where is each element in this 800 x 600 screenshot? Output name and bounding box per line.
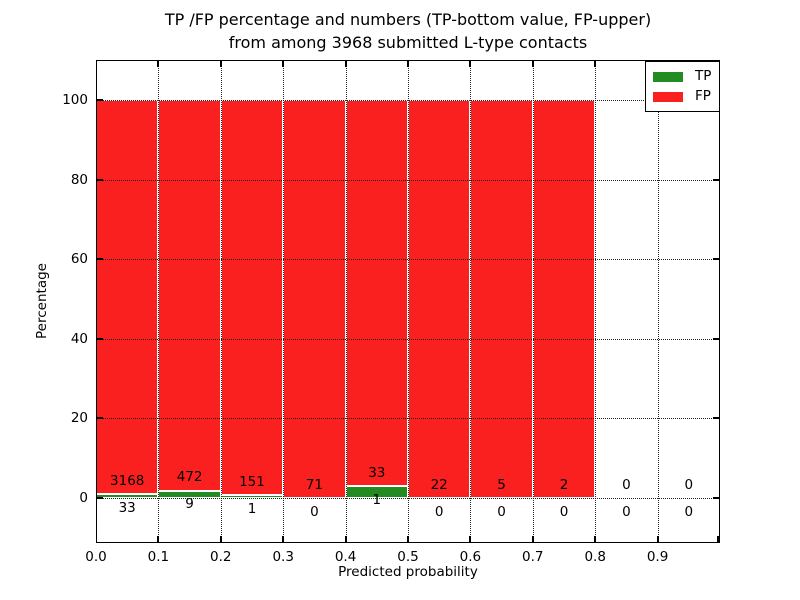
- fp-count-label: 2: [559, 476, 569, 493]
- y-tick-mark: [97, 258, 103, 261]
- y-tick-mark: [97, 337, 103, 340]
- x-tick-mark: [157, 61, 160, 67]
- fp-bar: [345, 100, 408, 487]
- tp-count-label: 0: [310, 503, 319, 520]
- v-gridline: [532, 60, 534, 543]
- x-tick-label: 0.8: [584, 549, 606, 565]
- tp-count-label: 0: [559, 503, 569, 520]
- fp-count-label: 3168: [110, 472, 145, 489]
- tp-count-label: 1: [372, 492, 382, 509]
- fp-bar: [283, 100, 346, 498]
- x-tick-label: 0.4: [334, 549, 357, 565]
- x-tick-mark: [344, 61, 347, 67]
- x-tick-mark: [531, 536, 534, 542]
- chart-title-line2: from among 3968 submitted L-type contact…: [228, 33, 588, 52]
- fp-count-label: 5: [497, 476, 506, 493]
- v-gridline: [220, 60, 222, 543]
- x-tick-label: 0.5: [397, 549, 419, 565]
- y-tick-label: 0: [79, 490, 88, 506]
- y-axis-label: Percentage: [34, 263, 50, 339]
- x-tick-label: 0.2: [210, 549, 232, 565]
- x-tick-mark: [96, 536, 97, 542]
- legend: TP FP: [645, 61, 720, 112]
- chart-title: TP /FP percentage and numbers (TP-bottom…: [16, 8, 800, 54]
- v-gridline: [158, 60, 160, 543]
- fp-legend-label: FP: [695, 88, 711, 104]
- fp-count-label: 472: [176, 469, 203, 486]
- y-tick-mark: [97, 497, 103, 499]
- v-gridline: [408, 60, 409, 543]
- fp-count-label: 33: [368, 465, 386, 482]
- y-tick-mark: [97, 417, 103, 420]
- x-tick-mark: [282, 61, 285, 67]
- x-tick-mark: [344, 536, 347, 542]
- x-tick-label: 0.9: [646, 549, 669, 565]
- tp-legend-label: TP: [695, 68, 712, 84]
- x-tick-mark: [656, 536, 659, 542]
- x-axis-label: Predicted probability: [338, 564, 478, 580]
- x-tick-mark: [469, 61, 472, 67]
- v-gridline: [283, 60, 285, 543]
- legend-entry-fp: FP: [653, 89, 712, 104]
- y-tick-label: 100: [62, 92, 88, 108]
- fp-bar: [408, 100, 471, 498]
- v-gridline: [595, 60, 597, 543]
- x-tick-mark: [407, 536, 409, 542]
- tp-count-label: 1: [247, 501, 257, 518]
- x-tick-mark: [407, 61, 409, 67]
- tp-count-label: 0: [622, 503, 631, 520]
- fp-bar: [96, 100, 159, 494]
- x-tick-label: 0.1: [147, 549, 170, 565]
- y-tick-mark: [713, 258, 719, 261]
- tp-count-label: 33: [118, 499, 136, 516]
- tp-count-label: 9: [185, 496, 194, 513]
- x-tick-label: 0.6: [459, 549, 482, 565]
- tp-count-label: 0: [497, 503, 506, 520]
- fp-legend-swatch: [653, 91, 683, 102]
- fp-count-label: 22: [430, 476, 448, 493]
- y-tick-label: 60: [70, 251, 88, 268]
- x-tick-mark: [717, 536, 719, 542]
- x-tick-mark: [282, 536, 285, 542]
- y-tick-mark: [97, 99, 103, 101]
- fp-bar: [470, 100, 533, 498]
- y-tick-mark: [713, 497, 719, 499]
- x-tick-mark: [594, 61, 597, 67]
- v-gridline: [345, 60, 347, 543]
- y-tick-label: 80: [70, 171, 88, 188]
- legend-entry-tp: TP: [653, 69, 712, 84]
- tp-count-label: 0: [434, 503, 444, 520]
- x-tick-mark: [219, 536, 222, 542]
- fp-count-label: 151: [239, 474, 265, 491]
- tp-legend-swatch: [653, 71, 683, 82]
- chart-title-line1: TP /FP percentage and numbers (TP-bottom…: [164, 10, 652, 29]
- v-gridline: [470, 60, 472, 543]
- x-tick-mark: [219, 61, 222, 67]
- fp-count-label: 0: [622, 476, 631, 493]
- x-tick-label: 0.7: [522, 549, 544, 565]
- x-tick-mark: [96, 61, 97, 67]
- x-tick-mark: [531, 61, 534, 67]
- x-tick-label: 0.3: [272, 549, 294, 565]
- y-tick-mark: [713, 417, 719, 420]
- x-tick-label: 0.0: [85, 549, 107, 565]
- y-tick-mark: [713, 178, 719, 181]
- x-tick-mark: [594, 536, 597, 542]
- y-tick-mark: [97, 178, 103, 181]
- y-tick-mark: [713, 337, 719, 340]
- x-tick-mark: [469, 536, 472, 542]
- x-tick-mark: [157, 536, 160, 542]
- fp-bar: [532, 100, 596, 498]
- y-tick-label: 20: [70, 410, 88, 427]
- v-gridline: [657, 60, 659, 543]
- y-tick-label: 40: [70, 330, 88, 347]
- fp-count-label: 0: [684, 476, 694, 493]
- fp-bar: [158, 100, 221, 491]
- fp-bar: [220, 100, 284, 496]
- plot-area: 3168 33 472 9 151 1 71 0 33 1 22 0 5 0 2 0 0 0 0 0: [96, 60, 720, 543]
- fp-count-label: 71: [305, 476, 323, 493]
- tp-count-label: 0: [684, 503, 694, 520]
